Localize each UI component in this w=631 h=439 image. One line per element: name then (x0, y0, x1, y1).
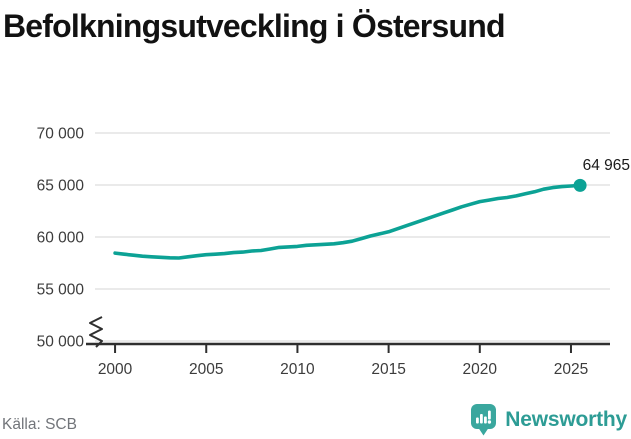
newsworthy-bar-chart-bubble-icon (471, 404, 497, 436)
source-note: Källa: SCB (2, 416, 77, 433)
x-tick-label: 2015 (371, 361, 405, 378)
page-title: Befolkningsutveckling i Östersund (3, 8, 506, 44)
y-tick-label: 50 000 (37, 334, 85, 351)
x-tick-label: 2020 (463, 361, 498, 378)
x-tick-label: 2010 (280, 361, 315, 378)
latest-value-label: 64 965 (583, 157, 630, 174)
x-tick-label: 2025 (554, 361, 588, 378)
logo-bubble (471, 404, 497, 429)
y-tick-label: 70 000 (37, 126, 85, 143)
logo-exclamation-dot (487, 420, 492, 424)
logo-bar-3 (484, 416, 488, 424)
logo-exclamation-bar (488, 410, 492, 420)
y-tick-label: 65 000 (37, 178, 85, 195)
logo-bar-1 (476, 417, 480, 424)
latest-value-marker (573, 178, 587, 192)
y-tick-label: 60 000 (37, 230, 85, 247)
brand-name: Newsworthy (505, 407, 627, 431)
axis-break-icon (89, 316, 103, 348)
logo-bubble-tail (478, 428, 489, 436)
x-tick-label: 2000 (98, 361, 133, 378)
y-tick-label: 55 000 (37, 282, 85, 299)
logo-bar-2 (480, 414, 484, 424)
x-tick-label: 2005 (189, 361, 223, 378)
newsworthy-logo: Newsworthy (470, 403, 627, 436)
population-series-line (113, 183, 582, 260)
